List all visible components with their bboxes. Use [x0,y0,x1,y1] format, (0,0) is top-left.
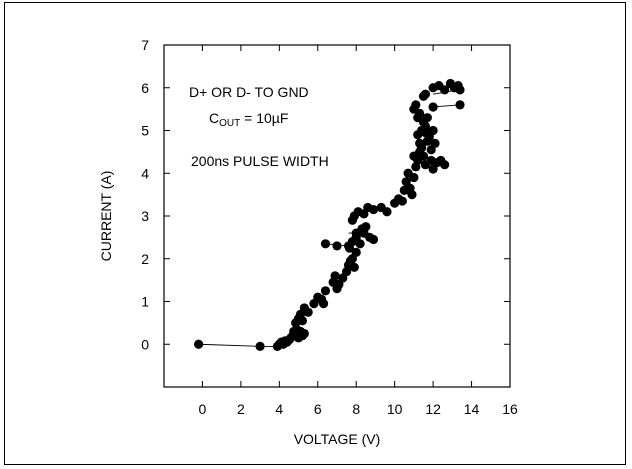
annotation-line-2: COUT = 10µF [209,110,288,129]
y-tick-label: 2 [141,251,149,267]
data-point [407,190,417,200]
data-point [332,284,342,294]
data-point [397,196,407,206]
data-point [418,151,429,161]
x-tick-label: 8 [352,401,360,417]
connector-line [198,343,261,347]
data-point [382,207,392,217]
data-point [332,241,342,251]
x-tick-label: 6 [314,401,322,417]
y-tick-label: 4 [141,165,149,181]
y-tick-label: 7 [141,37,149,53]
x-tick-label: 16 [502,401,518,417]
data-point [318,299,329,309]
data-point [420,89,431,99]
annotation-subscript: OUT [219,118,240,129]
data-point [320,239,331,249]
data-point [409,104,419,114]
data-point [455,85,465,95]
data-point [194,339,204,349]
data-point [330,271,340,281]
x-tick-label: 4 [275,401,283,417]
x-axis-ticks: 0 2 4 6 8 10 12 14 16 [199,45,518,417]
data-point [455,100,465,110]
x-axis-title: VOLTAGE (V) [294,431,381,447]
data-point [255,341,265,351]
data-point [409,172,419,183]
data-point [349,262,359,272]
data-point [343,241,354,251]
y-tick-label: 1 [141,294,149,310]
annotation-capacitance: = 10µF [240,110,288,126]
data-point [428,102,438,112]
data-point [368,204,379,215]
plot-area [163,44,511,388]
data-points [194,78,465,351]
data-point [355,239,365,249]
data-point [303,307,313,317]
annotation-line-1: D+ OR D- TO GND [189,84,309,100]
y-tick-label: 5 [141,123,149,139]
y-tick-label: 3 [141,208,149,224]
y-axis-ticks: 0 1 2 3 4 5 6 7 [141,37,510,352]
data-point [440,160,450,170]
data-point [351,247,361,257]
y-axis-title: CURRENT (A) [98,171,114,262]
data-point [428,125,438,136]
data-point [440,85,450,95]
y-tick-label: 6 [141,80,149,96]
x-tick-label: 12 [425,401,441,417]
data-point [415,138,425,148]
data-point [299,328,309,339]
x-tick-label: 2 [237,401,245,417]
y-tick-label: 0 [141,336,149,352]
data-point [413,113,423,123]
data-point [361,222,371,232]
x-tick-label: 14 [464,401,480,417]
data-point [368,234,379,245]
data-point [320,286,331,296]
data-point [351,228,361,238]
data-point [422,113,432,123]
annotation-c: C [209,110,219,126]
data-point [426,145,436,155]
x-tick-label: 0 [199,401,207,417]
x-tick-label: 10 [387,401,403,417]
data-point [420,128,431,138]
annotation-line-3: 200ns PULSE WIDTH [191,153,329,169]
data-point [420,121,431,131]
